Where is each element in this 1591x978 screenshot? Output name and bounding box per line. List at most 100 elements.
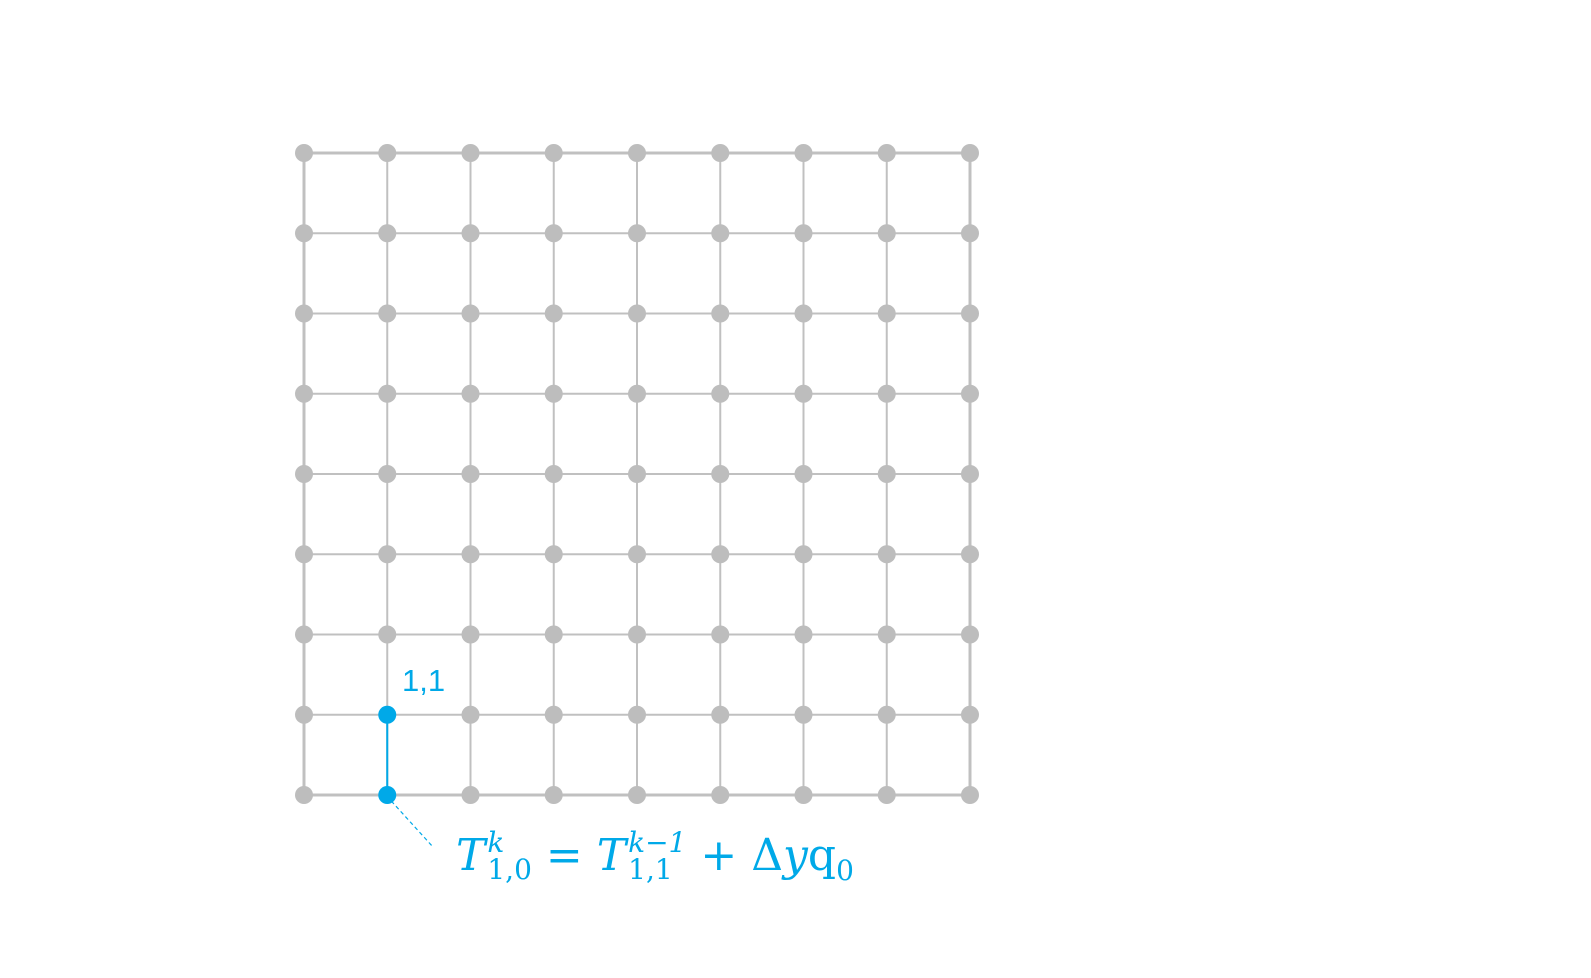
grid-node	[544, 705, 563, 724]
eq-delta: Δ	[751, 830, 784, 882]
grid-node	[711, 545, 730, 564]
grid-node	[961, 545, 979, 564]
grid-node	[378, 384, 397, 403]
grid-node	[628, 705, 646, 724]
grid-node	[711, 224, 730, 243]
grid-node	[628, 786, 646, 804]
grid-node	[877, 304, 896, 323]
grid-node	[628, 304, 646, 323]
grid-node	[877, 384, 896, 403]
equation-leader-line	[390, 800, 434, 848]
grid-node	[295, 465, 313, 483]
grid-node	[877, 545, 896, 564]
grid-node	[711, 304, 730, 323]
grid-node	[794, 224, 813, 243]
grid-node	[295, 384, 313, 403]
grid-node	[544, 545, 563, 564]
eq-lhs-superscript: k	[487, 826, 505, 859]
eq-y: y	[783, 830, 808, 882]
grid-node	[461, 545, 480, 564]
grid-node	[711, 144, 730, 162]
grid-node	[877, 224, 896, 243]
grid-node	[711, 625, 730, 644]
grid-node	[378, 545, 397, 564]
grid-node	[295, 224, 313, 243]
eq-equals: =	[545, 830, 583, 882]
grid-node	[711, 786, 730, 804]
eq-q-subscript: 0	[836, 854, 854, 888]
grid-node	[461, 304, 480, 323]
grid-node	[295, 144, 313, 162]
eq-plus: +	[700, 830, 738, 882]
grid-node	[794, 705, 813, 724]
grid-node	[961, 705, 979, 724]
grid-node	[295, 786, 313, 804]
grid-node	[877, 625, 896, 644]
grid-node	[961, 625, 979, 644]
grid-node	[961, 384, 979, 403]
eq-rhs-scripts: k−1 1,1	[628, 826, 687, 886]
grid-node	[544, 384, 563, 403]
highlighted-node	[378, 705, 397, 724]
grid-node	[628, 224, 646, 243]
grid-node	[794, 625, 813, 644]
grid-node	[794, 144, 813, 162]
grid-node	[461, 465, 480, 483]
eq-lhs-scripts: k 1,0	[487, 826, 532, 886]
grid-node	[295, 545, 313, 564]
eq-lhs-subscript: 1,0	[487, 852, 532, 886]
grid-node	[378, 144, 397, 162]
grid-node	[544, 224, 563, 243]
grid-node	[295, 304, 313, 323]
grid-node	[628, 144, 646, 162]
grid-node	[961, 786, 979, 804]
eq-rhs-superscript: k−1	[628, 826, 687, 859]
grid-node	[877, 144, 896, 162]
grid-node	[628, 545, 646, 564]
eq-q: q	[807, 830, 837, 882]
grid-node	[544, 144, 563, 162]
eq-rhs-subscript: 1,1	[628, 852, 673, 886]
grid-node	[461, 625, 480, 644]
eq-lhs-symbol: T	[456, 830, 486, 882]
node-label-1-1: 1,1	[402, 663, 446, 698]
grid-node	[378, 465, 397, 483]
eq-rhs-symbol: T	[596, 830, 627, 882]
grid-node	[961, 144, 979, 162]
grid-node	[794, 304, 813, 323]
grid-node	[295, 705, 313, 724]
grid-node	[628, 384, 646, 403]
highlighted-node	[378, 786, 397, 804]
grid-node	[877, 705, 896, 724]
grid-node	[461, 384, 480, 403]
grid-node	[378, 625, 397, 644]
grid-node	[461, 224, 480, 243]
grid-node	[628, 465, 646, 483]
grid-node	[711, 384, 730, 403]
grid-node	[461, 144, 480, 162]
grid-node	[961, 465, 979, 483]
grid-node	[295, 625, 313, 644]
grid-node	[544, 625, 563, 644]
grid-node	[711, 465, 730, 483]
grid-node	[961, 304, 979, 323]
grid-node	[794, 465, 813, 483]
grid-node	[794, 384, 813, 403]
grid-node	[877, 465, 896, 483]
grid-node	[877, 786, 896, 804]
grid-node	[544, 465, 563, 483]
grid-node	[378, 224, 397, 243]
grid-node	[544, 304, 563, 323]
grid-node	[628, 625, 646, 644]
grid-node	[794, 786, 813, 804]
grid-node	[961, 224, 979, 243]
grid-node	[711, 705, 730, 724]
grid-node	[544, 786, 563, 804]
grid-node	[378, 304, 397, 323]
grid-node	[461, 705, 480, 724]
grid-node	[794, 545, 813, 564]
grid-node	[461, 786, 480, 804]
